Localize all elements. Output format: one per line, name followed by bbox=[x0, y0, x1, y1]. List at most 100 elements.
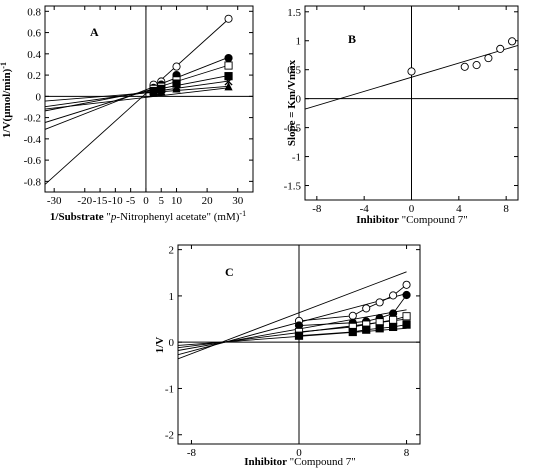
data-point-square-filled bbox=[224, 72, 233, 81]
y-tick-label: 1.5 bbox=[287, 7, 301, 19]
y-tick-label: -0.6 bbox=[24, 155, 42, 167]
y-tick-label: 0.8 bbox=[27, 6, 41, 18]
y-axis-label-sup: -1 bbox=[0, 62, 8, 69]
data-point-circle-filled bbox=[402, 290, 411, 300]
fit-line bbox=[45, 85, 229, 102]
data-point-circle-open bbox=[375, 298, 384, 307]
y-tick-label: -1.5 bbox=[284, 181, 302, 193]
y-axis-label-text: Slope = Km/Vmax bbox=[286, 59, 298, 146]
y-tick-label: 0.4 bbox=[27, 49, 41, 61]
plot-area bbox=[45, 6, 253, 192]
plot-area bbox=[178, 245, 420, 444]
fit-line bbox=[178, 309, 407, 351]
data-point-square-filled bbox=[389, 322, 398, 332]
y-tick-label: -0.2 bbox=[24, 113, 41, 125]
data-point-circle-open bbox=[172, 62, 181, 71]
y-tick-label: -1 bbox=[165, 383, 174, 395]
x-tick-label: -10 bbox=[108, 195, 123, 207]
fit-line bbox=[178, 327, 407, 346]
x-tick-label: 0 bbox=[296, 447, 302, 459]
panel-label: A bbox=[90, 25, 99, 39]
y-tick-label: -1 bbox=[292, 152, 301, 164]
y-tick-label: -2 bbox=[165, 430, 174, 442]
panel-label: C bbox=[225, 265, 234, 279]
x-tick-label: -15 bbox=[93, 195, 108, 207]
data-point-square-filled bbox=[362, 325, 371, 334]
x-tick-label: -20 bbox=[77, 195, 92, 207]
data-point-square-open bbox=[402, 312, 411, 321]
x-axis-label-italic: p bbox=[110, 211, 117, 223]
data-point-circle-open bbox=[389, 291, 398, 300]
y-axis-label: Slope = Km/Vmax bbox=[286, 59, 298, 146]
data-point-triangle-filled bbox=[172, 84, 181, 93]
x-tick-label: -5 bbox=[126, 195, 136, 207]
y-tick-label: 0 bbox=[169, 337, 175, 349]
x-axis-label-sup: -1 bbox=[239, 209, 246, 218]
data-point-circle-open bbox=[484, 54, 493, 63]
x-tick-label: 0 bbox=[143, 195, 149, 207]
panel-C: -8 0 8 -2 -1 0 1 2 C Inhibitor "Compound 7" 1/V bbox=[154, 244, 421, 468]
y-tick-label: 0.6 bbox=[27, 28, 41, 40]
data-point-triangle-filled bbox=[157, 87, 166, 96]
x-axis-label-plain: -Nitrophenyl acetate" (mM) bbox=[116, 211, 239, 223]
data-point-square-filled bbox=[348, 327, 357, 337]
data-point-square-filled bbox=[375, 324, 384, 333]
data-point-square-filled bbox=[294, 331, 304, 340]
data-point-square-filled bbox=[402, 320, 411, 329]
data-point-circle-open bbox=[496, 44, 505, 53]
data-point-circle-open bbox=[362, 304, 371, 313]
fit-line bbox=[45, 18, 229, 185]
x-tick-label: 4 bbox=[456, 203, 462, 215]
x-tick-label: -30 bbox=[47, 195, 62, 207]
x-axis-label-bold: Inhibitor bbox=[356, 214, 401, 226]
fit-line bbox=[305, 44, 518, 110]
y-axis-label-text: 1/V bbox=[154, 337, 166, 354]
y-tick-label: 2 bbox=[169, 245, 175, 257]
y-axis-label: 1/V(µmol/min)-1 bbox=[0, 62, 13, 138]
x-tick-label: -4 bbox=[360, 203, 370, 215]
data-point-circle-open bbox=[402, 280, 411, 289]
data-point-x bbox=[224, 77, 233, 86]
x-tick-label: 10 bbox=[171, 195, 183, 207]
data-point-circle-open bbox=[407, 67, 416, 76]
x-tick-label: -8 bbox=[312, 203, 322, 215]
panel-label: B bbox=[348, 32, 356, 46]
y-tick-label: 1 bbox=[296, 36, 302, 48]
x-axis-label-bold: Inhibitor bbox=[244, 456, 289, 468]
x-axis-label: Inhibitor "Compound 7" bbox=[244, 456, 355, 468]
x-axis-label-bold: 1/Substrate bbox=[50, 211, 107, 223]
y-tick-label: 0 bbox=[296, 94, 302, 106]
data-point-square-open bbox=[389, 315, 398, 325]
data-point-circle-open bbox=[224, 14, 233, 23]
y-tick-label: 0.5 bbox=[287, 65, 301, 77]
fit-line bbox=[45, 87, 229, 110]
y-tick-label: 0 bbox=[36, 91, 42, 103]
y-tick-label: -0.5 bbox=[284, 123, 302, 135]
x-tick-label: 0 bbox=[409, 203, 415, 215]
x-tick-label: 5 bbox=[158, 195, 164, 207]
data-point-circle-filled bbox=[224, 53, 233, 63]
data-point-triangle-filled bbox=[224, 82, 233, 91]
x-axis-label: Inhibitor "Compound 7" bbox=[356, 214, 467, 226]
x-axis-label-plain: " bbox=[106, 211, 111, 223]
y-tick-label: -0.4 bbox=[24, 134, 42, 146]
plot-frame bbox=[44, 5, 254, 193]
x-tick-label: 8 bbox=[404, 447, 410, 459]
x-tick-label: 8 bbox=[503, 203, 509, 215]
x-tick-label: -8 bbox=[187, 447, 197, 459]
data-point-circle-open bbox=[460, 62, 469, 71]
fit-line bbox=[178, 293, 407, 356]
data-point-triangle-filled bbox=[149, 88, 158, 97]
fit-line bbox=[45, 75, 229, 112]
plot-area bbox=[305, 6, 518, 200]
y-tick-label: 1 bbox=[169, 291, 175, 303]
x-tick-label: 30 bbox=[232, 195, 244, 207]
data-point-square-open bbox=[224, 61, 233, 70]
x-tick-label: 20 bbox=[202, 195, 214, 207]
y-axis-label: 1/V bbox=[154, 337, 166, 354]
data-point-circle-open bbox=[472, 61, 481, 70]
data-point-circle-open bbox=[508, 37, 517, 46]
y-tick-label: -0.8 bbox=[24, 176, 42, 188]
y-axis-label-text: 1/V(µmol/min) bbox=[1, 68, 13, 138]
data-point-circle-open bbox=[348, 311, 357, 320]
